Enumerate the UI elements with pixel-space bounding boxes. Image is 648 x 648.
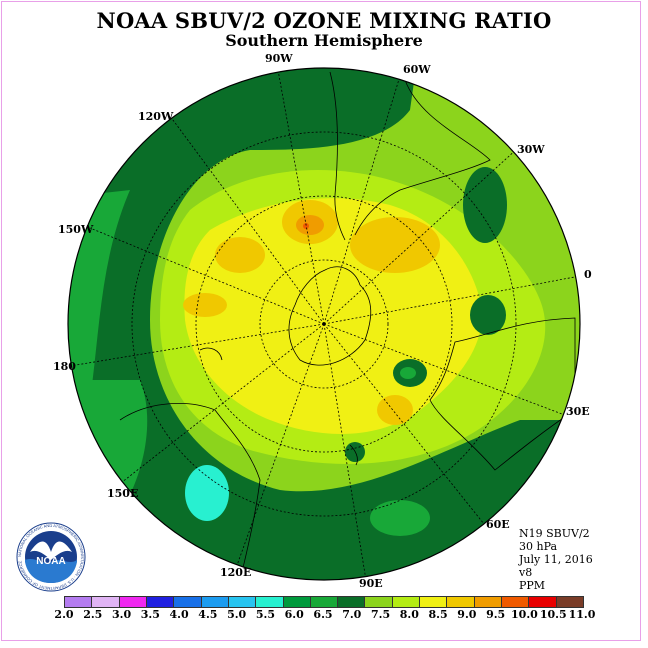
colorbar-labels: 2.0 2.5 3.0 3.5 4.0 4.5 5.0 5.5 6.0 6.5 7.0 7.5 8.0 8…: [50, 608, 596, 622]
colorbar-tick-label: 5.5: [255, 608, 275, 621]
contour-9-5: [296, 215, 324, 235]
satellite-label: N19 SBUV/2: [519, 527, 590, 540]
graticule: [69, 69, 580, 580]
version-label: v8: [519, 566, 533, 579]
new-zealand: [199, 347, 223, 361]
colorbar-tick-label: 7.5: [370, 608, 391, 621]
africa-coast: [429, 317, 576, 471]
pressure-level-label: 30 hPa: [519, 540, 558, 553]
map-title: NOAA SBUV/2 OZONE MIXING RATIO: [96, 8, 552, 33]
colorbar-swatch: [420, 597, 448, 607]
colorbar-tick-label: 6.5: [313, 608, 333, 621]
colorbar-swatch: [556, 597, 583, 607]
colorbar-swatch: [338, 597, 366, 607]
south-america-west-coast: [329, 71, 346, 241]
colorbar-swatch: [228, 597, 257, 607]
page-frame: [1, 1, 641, 641]
colorbar-tick-label: 2.5: [83, 608, 103, 621]
lon-label-30e: 30E: [566, 405, 590, 418]
lon-label-60w: 60W: [403, 63, 431, 76]
lon-label-180: 180: [53, 360, 76, 373]
colorbar-tick-label: 4.5: [198, 608, 218, 621]
colorbar-swatch: [529, 597, 557, 607]
colorbar-swatch: [447, 597, 475, 607]
colorbar-swatch: [365, 597, 393, 607]
logo-text: NOAA: [36, 556, 65, 567]
colorbar-tick-label: 2.0: [54, 608, 74, 621]
colorbar-tick-label: 10.5: [539, 608, 567, 621]
colorbar-tick-label: 3.5: [140, 608, 160, 621]
australia-coast: [119, 403, 261, 580]
colorbar-tick-label: 8.5: [428, 608, 448, 621]
colorbar: [64, 596, 584, 608]
colorbar-tick-label: 5.0: [227, 608, 247, 621]
colorbar-swatch: [174, 597, 202, 607]
south-america-east-coast: [354, 79, 491, 236]
lon-label-120e: 120E: [220, 566, 252, 579]
south-pole-marker: [322, 322, 326, 326]
colorbar-swatch: [502, 597, 530, 607]
map-border: [67, 67, 581, 581]
colorbar-tick-label: 10.0: [511, 608, 538, 621]
noaa-logo: NOAA NATIONAL OCEANIC AND ATMOSPHERIC AD…: [16, 522, 86, 592]
contour-7-0: [68, 68, 580, 580]
colorbar-swatch: [201, 597, 229, 607]
date-label: July 11, 2016: [519, 553, 593, 566]
contour-6-5-cell-b: [370, 500, 430, 536]
contour-5-5: [185, 465, 229, 521]
colorbar-swatch: [283, 597, 311, 607]
colorbar-tick-label: 9.5: [486, 608, 506, 621]
contour-7-0-cell-d: [345, 442, 365, 462]
colorbar-tick-label: 8.0: [399, 608, 419, 621]
colorbar-swatch: [310, 597, 339, 607]
colorbar-tick-label: 3.0: [111, 608, 132, 621]
lon-label-0: 0: [584, 268, 592, 281]
map-subtitle: Southern Hemisphere: [225, 31, 423, 50]
antarctica: [288, 266, 372, 366]
colorbar-tick-label: 7.0: [342, 608, 362, 621]
lon-label-30w: 30W: [517, 143, 545, 156]
coastlines: [119, 71, 576, 580]
contour-9-0-a: [215, 237, 265, 273]
contour-9-0-e: [377, 395, 413, 425]
lon-label-150e: 150E: [107, 487, 139, 500]
colorbar-tick-label: 4.0: [169, 608, 189, 621]
colorbar-swatch: [146, 597, 175, 607]
colorbar-tick-label: 11.0: [568, 608, 596, 621]
contour-6-5-cell: [400, 367, 416, 379]
colorbar-swatch: [65, 597, 93, 607]
colorbar-swatch: [392, 597, 421, 607]
lon-label-90e: 90E: [359, 577, 383, 590]
colorbar-swatch: [92, 597, 120, 607]
lon-label-90w: 90W: [265, 52, 293, 65]
colorbar-swatch: [119, 597, 147, 607]
info-block: N19 SBUV/2 30 hPa July 11, 2016 v8 PPM: [519, 527, 593, 592]
contour-7-0-cell-a: [463, 167, 507, 243]
madagascar-area: [349, 444, 358, 466]
contour-7-0-cell-b: [470, 295, 506, 335]
lon-label-150w: 150W: [58, 223, 94, 236]
contour-10-0: [303, 223, 309, 229]
lon-label-120w: 120W: [138, 110, 174, 123]
contour-9-0-c: [350, 217, 440, 273]
colorbar-tick-label: 9.0: [457, 608, 477, 621]
colorbar-tick-label: 6.0: [284, 608, 304, 621]
colorbar-swatch: [474, 597, 502, 607]
contour-9-0-b: [183, 293, 227, 317]
lon-label-60e: 60E: [486, 518, 510, 531]
units-label: PPM: [519, 579, 546, 592]
colorbar-swatch: [256, 597, 284, 607]
